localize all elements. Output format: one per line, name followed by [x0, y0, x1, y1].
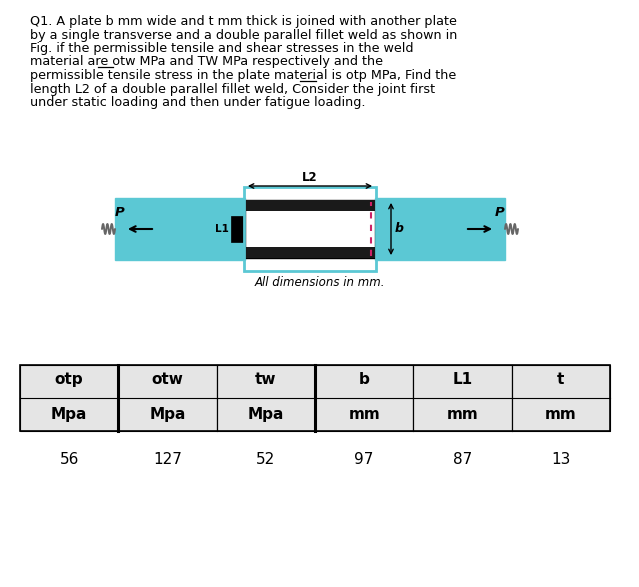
Bar [512, 365, 610, 431]
Text: Mpa: Mpa [248, 407, 284, 422]
Text: Q1. A plate b mm wide and t mm thick is joined with another plate: Q1. A plate b mm wide and t mm thick is … [30, 15, 457, 28]
Text: L1: L1 [452, 372, 473, 387]
Bar [245, 247, 375, 258]
Text: 56: 56 [59, 451, 79, 467]
Text: L2: L2 [302, 171, 318, 184]
Text: 13: 13 [551, 451, 571, 467]
Bar [375, 198, 505, 260]
Bar [217, 365, 315, 431]
Text: b: b [395, 222, 404, 235]
Text: material are otw MPa and TW MPa respectively and the: material are otw MPa and TW MPa respecti… [30, 56, 383, 69]
Bar [115, 198, 245, 260]
Text: 87: 87 [453, 451, 472, 467]
Text: length L2 of a double parallel fillet weld, Consider the joint first: length L2 of a double parallel fillet we… [30, 83, 435, 96]
Text: 97: 97 [355, 451, 374, 467]
Text: mm: mm [348, 407, 380, 422]
Bar [20, 365, 118, 431]
Bar [244, 187, 376, 271]
Text: All dimensions in mm.: All dimensions in mm. [255, 276, 385, 289]
Text: b: b [358, 372, 369, 387]
Bar [315, 365, 413, 431]
Text: mm: mm [447, 407, 479, 422]
Bar [245, 200, 375, 258]
Text: 127: 127 [153, 451, 182, 467]
Text: Mpa: Mpa [51, 407, 88, 422]
Text: t: t [557, 372, 564, 387]
Text: by a single transverse and a double parallel fillet weld as shown in: by a single transverse and a double para… [30, 29, 458, 42]
Text: Fig. if the permissible tensile and shear stresses in the weld: Fig. if the permissible tensile and shea… [30, 42, 413, 55]
Text: L1: L1 [215, 224, 229, 234]
Text: otw: otw [151, 372, 183, 387]
Text: P: P [115, 206, 125, 219]
Bar [413, 365, 512, 431]
Bar [231, 216, 245, 242]
Text: 52: 52 [256, 451, 275, 467]
Bar [20, 365, 610, 431]
Text: P: P [495, 206, 505, 219]
Text: Mpa: Mpa [150, 407, 186, 422]
Text: under static loading and then under fatigue loading.: under static loading and then under fati… [30, 96, 366, 109]
Text: tw: tw [255, 372, 277, 387]
Bar [245, 200, 375, 211]
Text: mm: mm [545, 407, 577, 422]
Text: otp: otp [55, 372, 84, 387]
Text: permissible tensile stress in the plate material is otp MPa, Find the: permissible tensile stress in the plate … [30, 69, 456, 82]
Bar [118, 365, 217, 431]
